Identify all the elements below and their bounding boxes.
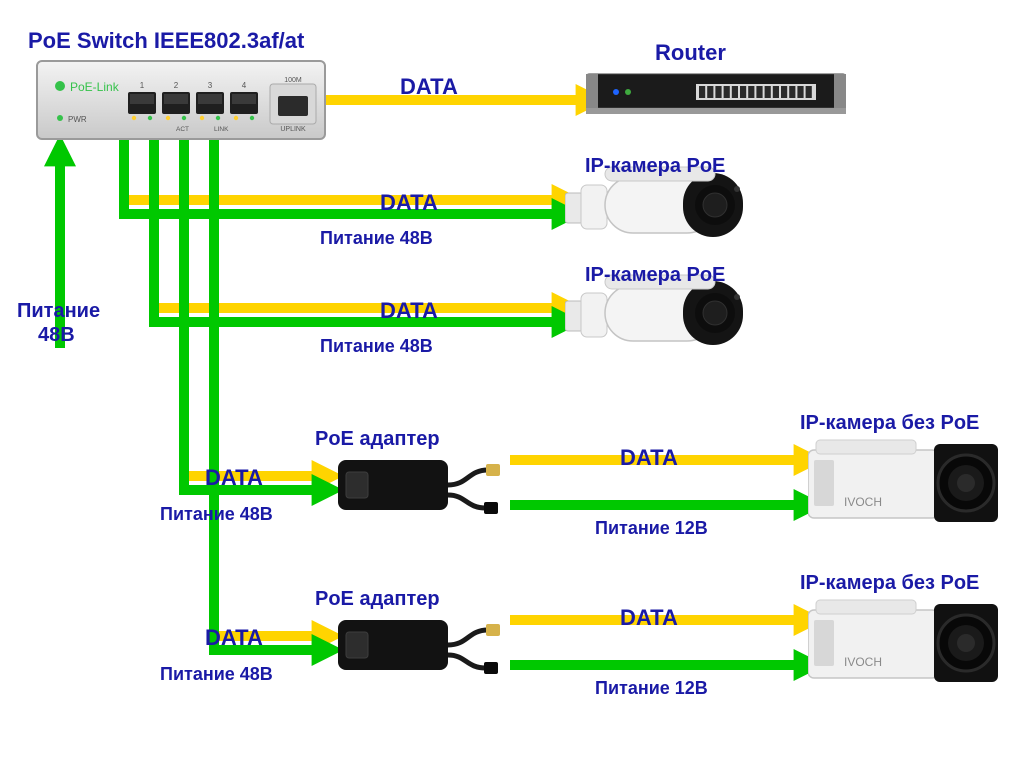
label-data3: DATA <box>380 298 438 324</box>
label-data7: DATA <box>620 605 678 631</box>
wire-ad1-pwr <box>184 126 318 490</box>
label-cam_nopoe_1: IP-камера без PoE <box>800 412 979 435</box>
poe-adapter-2 <box>338 610 503 680</box>
label-cam_poe_2: IP-камера PoE <box>585 264 725 287</box>
label-pwr12_7: Питание 12В <box>595 678 708 699</box>
ip-camera-nopoe-1 <box>808 430 998 530</box>
label-data5: DATA <box>620 445 678 471</box>
label-pwr48_4: Питание 48В <box>160 504 273 525</box>
svg-text:1: 1 <box>140 81 145 90</box>
label-data6: DATA <box>205 625 263 651</box>
router-device <box>586 70 846 116</box>
label-pwr48_3: Питание 48В <box>320 336 433 357</box>
label-router: Router <box>655 40 726 66</box>
label-pwr48_2: Питание 48В <box>320 228 433 249</box>
label-cam_poe_1: IP-камера PoE <box>585 155 725 178</box>
switch-brand: PoE-Link <box>70 80 120 94</box>
label-poe_adapter_1: PoE адаптер <box>315 428 440 451</box>
label-power_in: Питание <box>17 300 100 323</box>
label-data1: DATA <box>400 74 458 100</box>
switch-link-label: LINK <box>214 126 229 133</box>
label-switch_title: PoE Switch IEEE802.3af/at <box>28 28 304 54</box>
label-pwr48_6: Питание 48В <box>160 664 273 685</box>
wire-ad2-pwr <box>214 126 318 650</box>
wire-ad1-data <box>184 126 318 476</box>
wire-cam2-pwr <box>154 126 558 322</box>
switch-pwr-label: PWR <box>68 115 87 124</box>
label-poe_adapter_2: PoE адаптер <box>315 588 440 611</box>
wire-ad2-data <box>214 126 318 636</box>
svg-text:2: 2 <box>174 81 179 90</box>
poe-switch: PoE-Link PWR 1 2 3 4 100M UPLINK ACT LINK <box>36 60 326 140</box>
poe-adapter-1 <box>338 450 503 520</box>
label-data2: DATA <box>380 190 438 216</box>
label-cam_nopoe_2: IP-камера без PoE <box>800 572 979 595</box>
wire-cam2-data <box>154 126 558 308</box>
ip-camera-nopoe-2 <box>808 590 998 690</box>
switch-uplink-label: UPLINK <box>280 126 306 133</box>
label-power_in_v: 48В <box>38 324 75 347</box>
label-pwr12_5: Питание 12В <box>595 518 708 539</box>
switch-speed-label: 100M <box>284 77 302 84</box>
svg-text:3: 3 <box>208 81 213 90</box>
svg-text:4: 4 <box>242 81 247 90</box>
label-data4: DATA <box>205 465 263 491</box>
switch-act-label: ACT <box>176 126 189 133</box>
